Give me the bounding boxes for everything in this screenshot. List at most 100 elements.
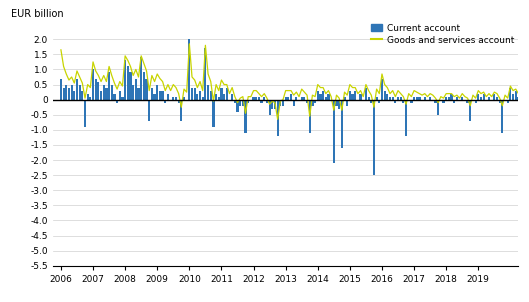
Bar (295, 97, 297, 100)
Bar (159, 91, 161, 100)
Bar (343, 97, 345, 100)
Bar (194, 88, 196, 100)
Bar (172, 97, 175, 100)
Bar (196, 94, 198, 100)
Bar (76, 79, 78, 100)
Bar (333, 100, 335, 163)
Bar (378, 100, 380, 103)
Bar (231, 94, 233, 100)
Bar (103, 85, 105, 100)
Bar (226, 88, 228, 100)
Bar (456, 97, 458, 100)
Bar (175, 97, 177, 100)
Goods and services account (157, 77, 163, 80)
Bar (204, 48, 206, 100)
Bar (207, 85, 209, 100)
Bar (239, 100, 241, 106)
Bar (429, 97, 431, 100)
Bar (507, 100, 509, 103)
Bar (475, 100, 477, 103)
Bar (282, 100, 284, 106)
Bar (199, 91, 201, 100)
Bar (300, 97, 303, 100)
Bar (346, 100, 348, 106)
Bar (135, 79, 137, 100)
Bar (62, 88, 65, 100)
Bar (303, 97, 305, 100)
Bar (217, 97, 220, 100)
Bar (520, 97, 522, 100)
Bar (287, 97, 289, 100)
Bar (381, 79, 383, 100)
Bar (394, 100, 396, 103)
Bar (418, 97, 421, 100)
Bar (279, 100, 281, 106)
Bar (209, 91, 212, 100)
Bar (373, 100, 375, 175)
Line: Goods and services account: Goods and services account (61, 44, 529, 119)
Bar (180, 100, 183, 121)
Bar (384, 91, 386, 100)
Bar (60, 79, 62, 100)
Bar (81, 91, 84, 100)
Bar (92, 69, 94, 100)
Bar (121, 97, 124, 100)
Bar (528, 94, 529, 100)
Bar (351, 94, 354, 100)
Bar (477, 94, 479, 100)
Bar (488, 97, 490, 100)
Bar (306, 100, 308, 103)
Bar (143, 72, 145, 100)
Bar (402, 100, 405, 103)
Bar (234, 100, 236, 103)
Bar (89, 97, 92, 100)
Bar (191, 88, 193, 100)
Bar (124, 60, 126, 100)
Bar (434, 100, 436, 103)
Bar (335, 100, 338, 106)
Bar (461, 97, 463, 100)
Bar (84, 100, 86, 127)
Bar (341, 100, 343, 148)
Bar (515, 91, 517, 100)
Bar (448, 97, 450, 100)
Bar (65, 85, 67, 100)
Bar (105, 88, 107, 100)
Bar (70, 85, 72, 100)
Bar (450, 94, 453, 100)
Bar (68, 88, 70, 100)
Bar (215, 94, 217, 100)
Bar (79, 85, 81, 100)
Bar (95, 79, 97, 100)
Bar (156, 85, 158, 100)
Bar (255, 97, 257, 100)
Bar (322, 91, 324, 100)
Goods and services account (66, 78, 72, 82)
Bar (290, 94, 292, 100)
Goods and services account (242, 111, 249, 115)
Bar (151, 88, 153, 100)
Bar (293, 100, 295, 106)
Bar (365, 88, 367, 100)
Goods and services account (58, 48, 64, 52)
Bar (437, 100, 439, 115)
Bar (525, 100, 527, 251)
Bar (354, 91, 357, 100)
Bar (164, 100, 166, 103)
Text: EUR billion: EUR billion (11, 9, 63, 19)
Bar (413, 97, 415, 100)
Bar (178, 100, 180, 103)
Bar (467, 100, 469, 103)
Bar (442, 100, 444, 103)
Bar (386, 94, 388, 100)
Bar (269, 100, 271, 115)
Bar (87, 94, 89, 100)
Bar (391, 97, 394, 100)
Goods and services account (186, 42, 193, 46)
Bar (308, 100, 311, 133)
Bar (338, 100, 340, 109)
Bar (453, 100, 455, 103)
Bar (271, 100, 273, 109)
Bar (397, 97, 399, 100)
Goods and services account (526, 89, 529, 92)
